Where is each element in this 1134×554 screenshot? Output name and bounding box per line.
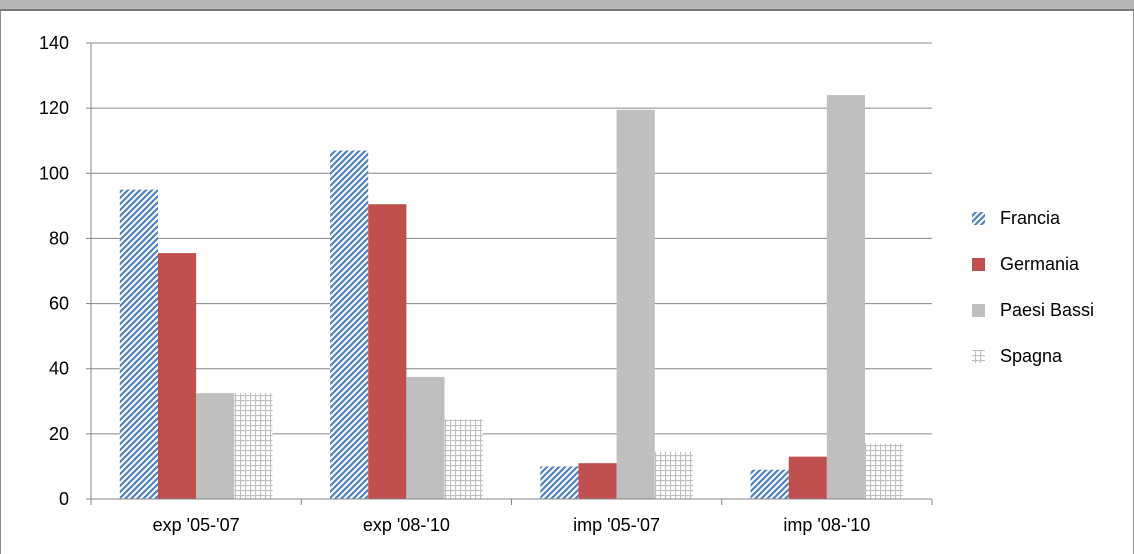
x-tick-label: exp '08-'10 bbox=[363, 515, 450, 535]
x-tick-label: imp '08-'10 bbox=[783, 515, 870, 535]
y-tick-label: 120 bbox=[39, 98, 69, 118]
y-axis-tick-labels: 0 20 40 60 80 100 120 140 bbox=[39, 33, 69, 509]
bar-paesi-bassi-exp-08-10 bbox=[406, 376, 445, 499]
x-tick-label: imp '05-'07 bbox=[573, 515, 660, 535]
legend-label-paesi-bassi: Paesi Bassi bbox=[1000, 300, 1094, 320]
bar-spagna-exp-08-10 bbox=[444, 419, 483, 499]
legend-swatch-francia bbox=[972, 212, 985, 225]
y-tick-label: 60 bbox=[49, 294, 69, 314]
bar-germania-imp-05-07 bbox=[578, 463, 617, 499]
window-top-bar bbox=[0, 0, 1134, 11]
bar-paesi-bassi-exp-05-07 bbox=[196, 393, 235, 499]
y-tick-label: 80 bbox=[49, 228, 69, 248]
y-tick-label: 140 bbox=[39, 33, 69, 53]
bar-francia-imp-08-10 bbox=[750, 469, 789, 499]
legend-swatch-germania bbox=[972, 258, 985, 271]
bar-spagna-imp-05-07 bbox=[654, 451, 693, 499]
bar-francia-exp-05-07 bbox=[119, 189, 158, 500]
legend-swatch-spagna bbox=[972, 350, 985, 363]
bar-germania-exp-08-10 bbox=[368, 204, 407, 499]
legend-label-spagna: Spagna bbox=[1000, 346, 1063, 366]
bar-germania-imp-08-10 bbox=[788, 456, 827, 499]
axes bbox=[86, 42, 933, 505]
bar-spagna-exp-05-07 bbox=[234, 393, 273, 499]
bars bbox=[119, 95, 904, 500]
legend-label-francia: Francia bbox=[1000, 208, 1061, 228]
y-tick-label: 40 bbox=[49, 359, 69, 379]
bar-paesi-bassi-imp-05-07 bbox=[616, 109, 655, 500]
legend-swatch-paesi-bassi bbox=[972, 304, 985, 317]
legend: Francia Germania Paesi Bassi Spagna bbox=[972, 208, 1094, 366]
bar-germania-exp-05-07 bbox=[157, 253, 197, 499]
window-left-border bbox=[0, 11, 1, 554]
bar-francia-imp-05-07 bbox=[540, 466, 579, 499]
bar-spagna-imp-08-10 bbox=[865, 443, 904, 499]
x-axis-tick-labels: exp '05-'07 exp '08-'10 imp '05-'07 imp '08… bbox=[153, 515, 871, 535]
y-tick-label: 100 bbox=[39, 163, 69, 183]
bar-paesi-bassi-imp-08-10 bbox=[826, 95, 866, 499]
y-tick-label: 0 bbox=[59, 489, 69, 509]
y-tick-label: 20 bbox=[49, 424, 69, 444]
x-tick-label: exp '05-'07 bbox=[153, 515, 240, 535]
gridlines bbox=[91, 42, 932, 435]
bar-francia-exp-08-10 bbox=[330, 150, 369, 499]
legend-label-germania: Germania bbox=[1000, 254, 1080, 274]
